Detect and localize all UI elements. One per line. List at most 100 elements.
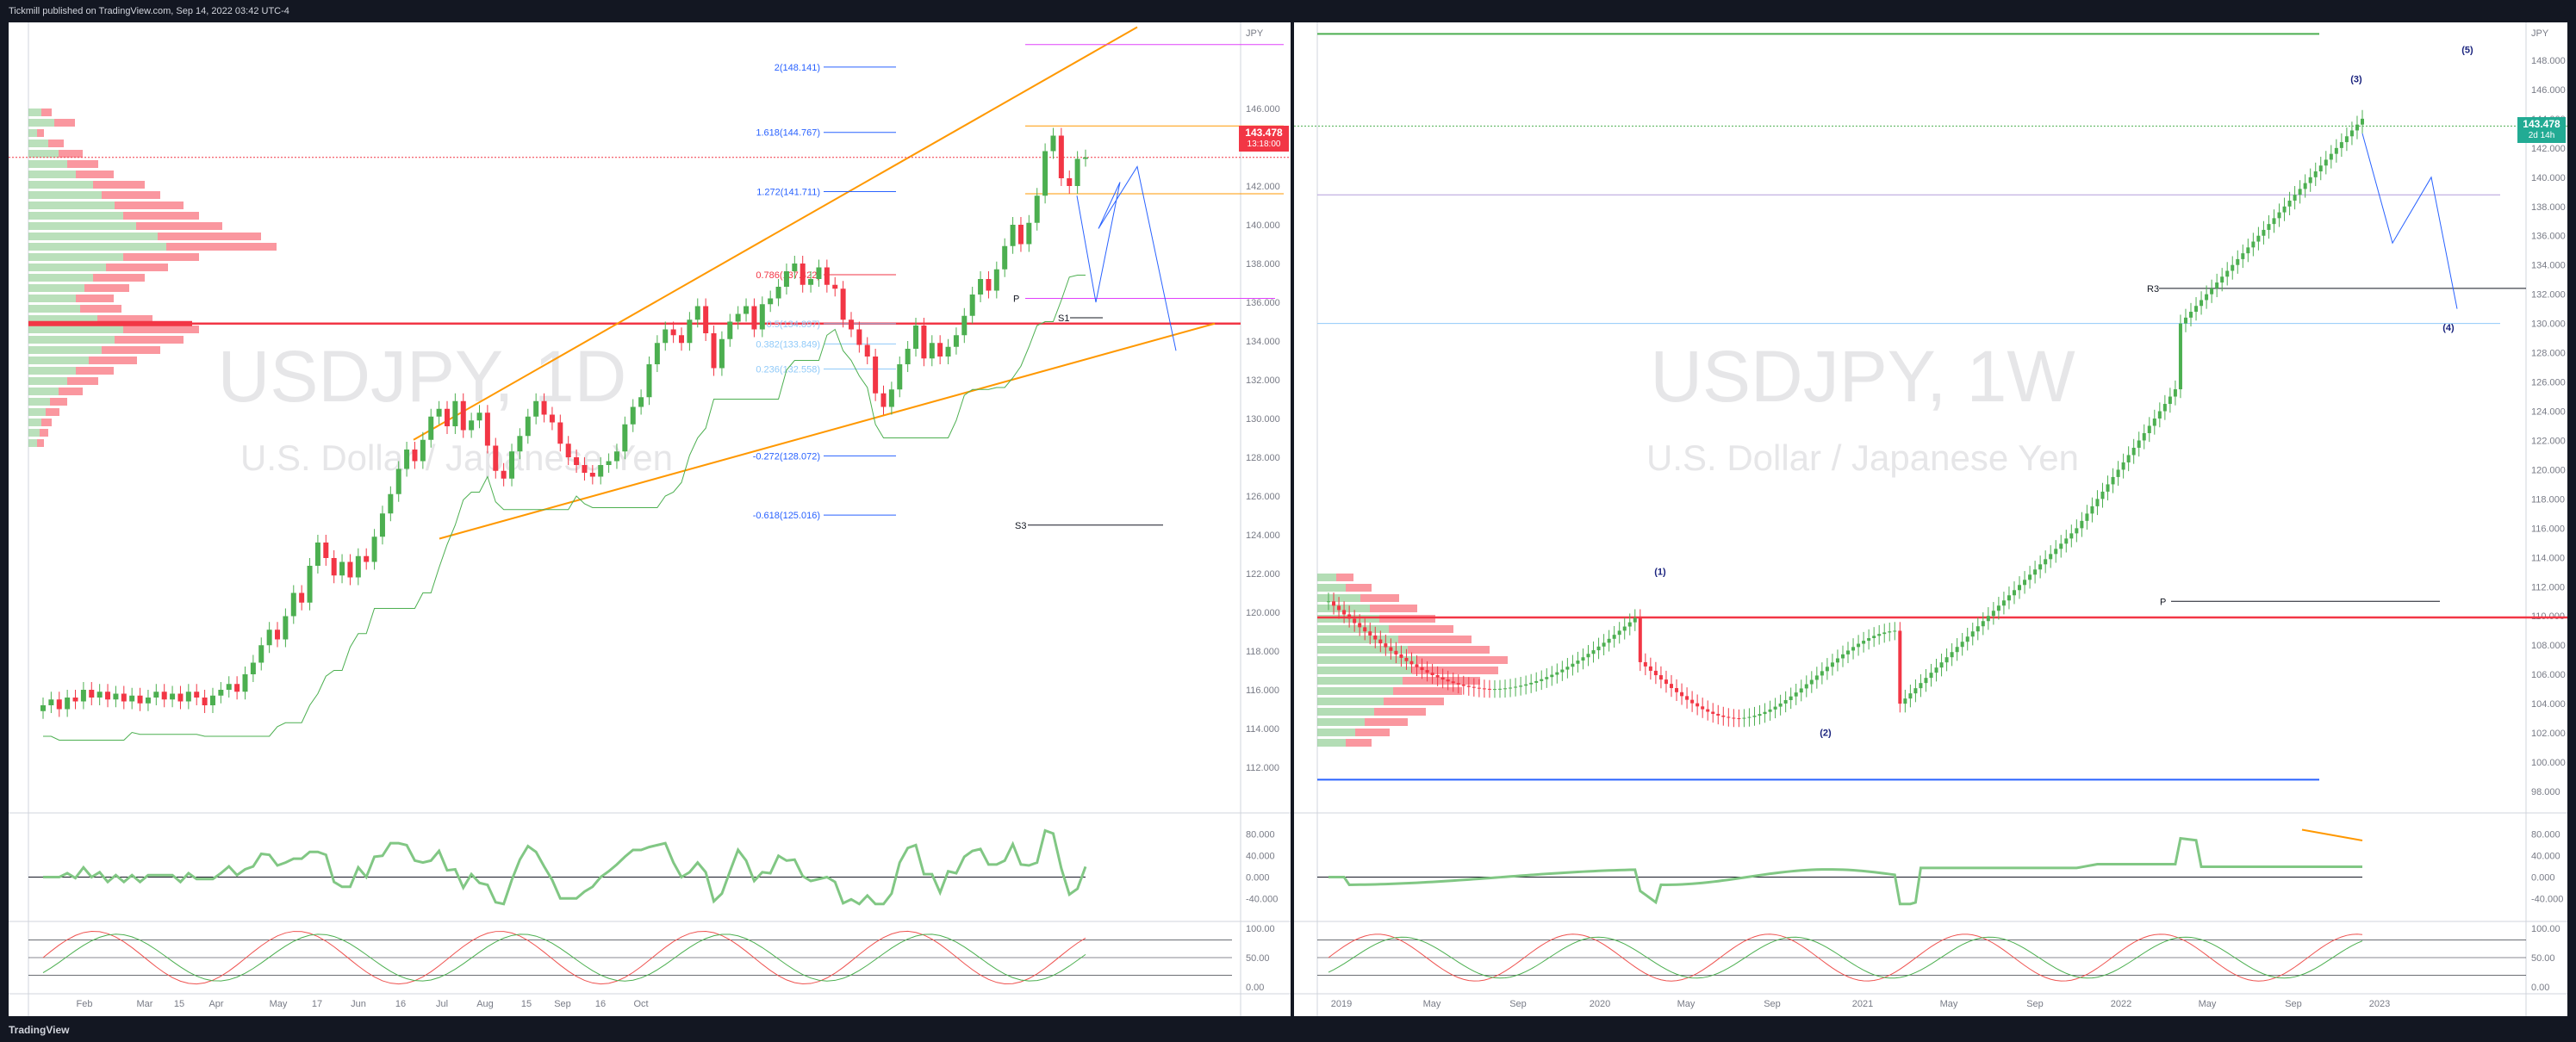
weekly-volume-profile-bar [1355, 729, 1390, 736]
weekly-candle [1867, 637, 1871, 642]
weekly-candle [2173, 389, 2177, 397]
publish-info: Tickmill published on TradingView.com, S… [9, 6, 289, 16]
daily-candle [735, 313, 741, 322]
weekly-candle [1337, 605, 1341, 611]
daily-volume-profile-bar [76, 367, 114, 375]
daily-volume-profile-bar [59, 388, 83, 395]
daily-candle [711, 333, 717, 369]
daily-candle [549, 414, 555, 423]
daily-pivot-s3-label: S3 [1015, 521, 1026, 531]
weekly-projection-path [2361, 133, 2458, 309]
weekly-candle [1612, 635, 1616, 639]
weekly-candle [1690, 699, 1695, 704]
daily-candle [436, 408, 442, 417]
weekly-candle [1742, 717, 1746, 719]
daily-fib-label: 0.382(133.849) [756, 339, 820, 350]
daily-fib-label: 0.5(134.897) [767, 319, 820, 330]
weekly-candle [1768, 709, 1772, 712]
weekly-candle [1944, 657, 1949, 663]
weekly-y-tick: 120.000 [2531, 465, 2566, 475]
daily-candle [137, 695, 143, 704]
daily-candle [161, 692, 167, 700]
daily-candle [888, 389, 894, 407]
weekly-candle [1758, 714, 1762, 716]
weekly-chart-panel[interactable]: USDJPY, 1W U.S. Dollar / Japanese Yen JPY 1… [1294, 22, 2567, 1016]
weekly-volume-profile-bar [1317, 739, 1346, 747]
daily-chart[interactable]: USDJPY, 1D U.S. Dollar / Japanese Yen JPY 1… [9, 22, 1291, 1016]
daily-volume-profile-bar [123, 253, 199, 261]
daily-candle [452, 400, 458, 426]
daily-channel-lower [439, 322, 1216, 540]
daily-x-tick: Oct [633, 999, 648, 1009]
weekly-y-tick: 98.000 [2531, 787, 2560, 797]
weekly-candle [1389, 647, 1393, 651]
daily-volume-profile-bar [84, 284, 129, 292]
weekly-candle [2038, 564, 2043, 570]
weekly-candle [2028, 574, 2032, 580]
weekly-volume-profile-bar [1317, 708, 1374, 716]
weekly-volume-profile-bar [1317, 677, 1403, 685]
daily-volume-profile-bar [28, 419, 41, 426]
weekly-symbol-watermark: USDJPY, 1W [1650, 336, 2075, 417]
weekly-volume-profile-bar [1365, 718, 1408, 726]
weekly-x-tick: 2021 [1852, 999, 1873, 1009]
weekly-candle [1514, 686, 1518, 688]
daily-candle [364, 555, 370, 562]
daily-candle [323, 543, 329, 558]
daily-volume-profile-bar [28, 336, 115, 344]
weekly-volume-profile-bar [1403, 677, 1480, 685]
daily-candle [113, 693, 119, 700]
daily-candle [121, 693, 127, 702]
weekly-candle [1840, 654, 1845, 659]
daily-x-tick: 17 [312, 999, 322, 1009]
weekly-candle [2318, 165, 2323, 172]
daily-y-tick: 146.000 [1246, 104, 1280, 115]
weekly-candle [2293, 195, 2297, 201]
daily-candle [832, 284, 838, 289]
daily-candle [1010, 225, 1016, 246]
daily-candle [864, 344, 870, 357]
weekly-candle [2121, 462, 2125, 470]
daily-candle [1074, 158, 1080, 186]
daily-candle [775, 287, 781, 299]
weekly-y-tick: 140.000 [2531, 173, 2566, 183]
weekly-volume-profile-bar [1317, 636, 1398, 643]
weekly-volume-profile-bar [1393, 687, 1462, 695]
daily-candle [65, 698, 71, 710]
weekly-candle [2090, 505, 2094, 514]
daily-candle [371, 537, 377, 562]
weekly-x-tick: 2019 [1331, 999, 1352, 1009]
daily-candle [299, 592, 305, 603]
weekly-candle [2303, 183, 2307, 189]
daily-x-tick: May [270, 999, 288, 1009]
daily-volume-profile-bar [123, 212, 199, 220]
weekly-candle [1327, 601, 1330, 603]
weekly-candle [1368, 631, 1372, 636]
daily-projection-path [1076, 165, 1177, 351]
daily-candle [986, 279, 992, 291]
weekly-candle [1778, 703, 1783, 707]
weekly-candle [1857, 643, 1861, 648]
weekly-candle [1581, 657, 1585, 661]
daily-volume-profile-bar [67, 160, 98, 168]
daily-candle [613, 451, 619, 462]
weekly-candle [2054, 549, 2058, 555]
weekly-y-tick: 112.000 [2531, 582, 2565, 592]
daily-x-tick: 15 [174, 999, 184, 1009]
daily-candle [744, 306, 750, 314]
daily-candle [929, 343, 935, 359]
daily-volume-profile-bar [28, 181, 93, 189]
daily-candle [993, 269, 999, 291]
weekly-last-price-badge: 143.478 2d 14h [2517, 117, 2566, 143]
daily-volume-profile-bar [28, 191, 102, 199]
daily-y-tick: 130.000 [1246, 414, 1280, 425]
weekly-y-tick: 108.000 [2531, 641, 2566, 651]
daily-volume-profile-bar [28, 222, 136, 230]
daily-candle [783, 271, 789, 287]
daily-volume-profile-bar [28, 367, 76, 375]
weekly-y-tick: 138.000 [2531, 202, 2566, 213]
weekly-chart[interactable]: USDJPY, 1W U.S. Dollar / Japanese Yen JPY 1… [1294, 22, 2567, 1016]
daily-chart-panel[interactable]: USDJPY, 1D U.S. Dollar / Japanese Yen JPY 1… [9, 22, 1291, 1016]
daily-candle [816, 267, 822, 279]
daily-candle [412, 450, 418, 462]
